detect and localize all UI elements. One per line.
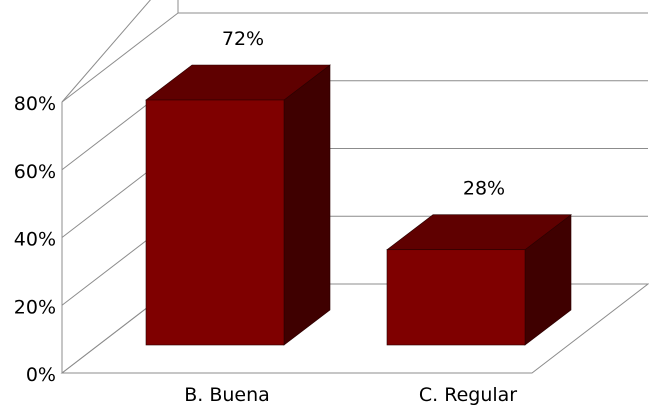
bar-front-face <box>145 99 285 346</box>
gridline-left-wall <box>61 12 179 103</box>
y-tick-label: 40% <box>14 229 56 251</box>
y-tick-label: 60% <box>14 161 56 183</box>
bars <box>145 64 572 346</box>
data-label: 28% <box>463 178 505 200</box>
y-tick-label: 80% <box>14 93 56 115</box>
y-axis: 0% 20% 40% 60% 80% <box>14 93 56 386</box>
data-labels: 72% 28% <box>222 28 505 200</box>
gridline-left-wall <box>61 0 151 103</box>
x-tick-label: B. Buena <box>184 384 270 406</box>
y-tick-label: 0% <box>26 364 56 386</box>
bar-side-face <box>283 64 331 346</box>
x-tick-label: C. Regular <box>419 384 517 406</box>
x-axis: B. Buena C. Regular <box>184 384 517 406</box>
bar-2 <box>386 214 572 346</box>
bar-front-face <box>386 249 526 346</box>
data-label: 72% <box>222 28 264 50</box>
y-tick-label: 20% <box>14 296 56 318</box>
bar-1 <box>145 64 331 346</box>
